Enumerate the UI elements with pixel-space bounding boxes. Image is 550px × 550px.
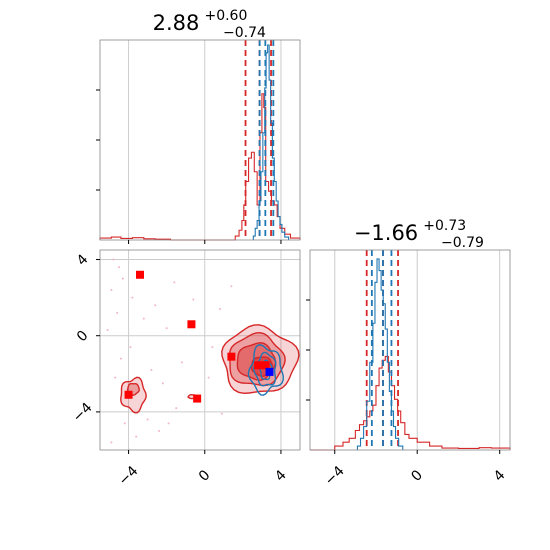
x-tick-label-br: 0 [408, 467, 426, 485]
grid-bottom-right [334, 250, 501, 450]
sample-point [211, 346, 214, 349]
sample-point [161, 382, 164, 385]
hist-panel-bottom-right: −4 0 4 −1.66 +0.73 −0.79 [306, 218, 511, 489]
sample-point [131, 296, 134, 299]
ticks-top-left [96, 89, 282, 244]
x-tick-label-br: 4 [491, 467, 509, 485]
blue-square-marker [265, 367, 274, 376]
y-tick-label-bl: 4 [74, 251, 92, 269]
sample-point [219, 308, 221, 311]
y-tick-label-bl: −4 [70, 400, 96, 426]
sample-point [119, 357, 122, 360]
marker-squares [124, 270, 274, 403]
sample-point [175, 407, 178, 410]
sample-point [165, 327, 168, 330]
sample-point [230, 285, 233, 288]
sample-point [192, 298, 195, 301]
hist-step-br-0 [310, 355, 511, 451]
scatter-panel-bottom-left: −4 0 4 −4 0 4 [70, 249, 301, 489]
hist-top-left-series [99, 40, 301, 241]
sample-point [106, 329, 109, 331]
red-square-marker [136, 270, 144, 279]
hist-step-tl-1 [252, 44, 290, 240]
x-tick-label-bl: 0 [196, 467, 214, 485]
x-tick-label-bl: 4 [272, 467, 290, 485]
grid-top-left [128, 40, 282, 240]
sample-point [154, 304, 157, 307]
hist-step-tl-0 [99, 93, 301, 241]
red-square-marker [187, 320, 196, 329]
blue-contour-1 [253, 351, 277, 387]
red-square-marker [124, 390, 133, 399]
red-square-marker [227, 352, 236, 361]
x-tick-label-bl: −4 [116, 463, 142, 489]
sample-point [118, 266, 121, 269]
sample-point [180, 361, 183, 364]
sample-point [116, 311, 119, 314]
sample-point [220, 412, 223, 415]
sample-point [114, 376, 117, 379]
sample-point [123, 422, 126, 425]
sample-point [158, 429, 161, 432]
red-square-marker [261, 361, 270, 370]
hist-bottom-right-series [310, 250, 511, 451]
blue-contour-0 [247, 344, 285, 396]
title-bottom-right: −1.66 +0.73 [354, 218, 466, 245]
hist-step-br-1 [356, 258, 404, 450]
title-top-left-minus: −0.74 [223, 25, 266, 41]
red-square-marker [254, 361, 263, 370]
y-tick-label-bl: 0 [74, 328, 92, 346]
hist-panel-top-left: 2.88 +0.60 −0.74 [96, 8, 301, 244]
red-square-marker [193, 394, 202, 403]
sample-point [150, 369, 153, 371]
sample-point [167, 422, 170, 425]
title-bottom-right-minus: −0.79 [441, 235, 484, 251]
axes-frame-bottom-left [99, 249, 301, 451]
sample-point [110, 289, 113, 291]
sample-point [110, 441, 113, 444]
sample-point [142, 317, 145, 320]
sample-point [207, 376, 210, 379]
scatter-points [106, 258, 233, 444]
sample-point [173, 281, 176, 284]
sample-point [112, 258, 115, 261]
title-top-left: 2.88 +0.60 [153, 8, 248, 35]
x-tick-label-br: −4 [322, 463, 348, 489]
sample-point [146, 418, 149, 421]
sample-point [135, 435, 138, 438]
sample-point [121, 277, 124, 280]
sample-point [129, 346, 132, 349]
